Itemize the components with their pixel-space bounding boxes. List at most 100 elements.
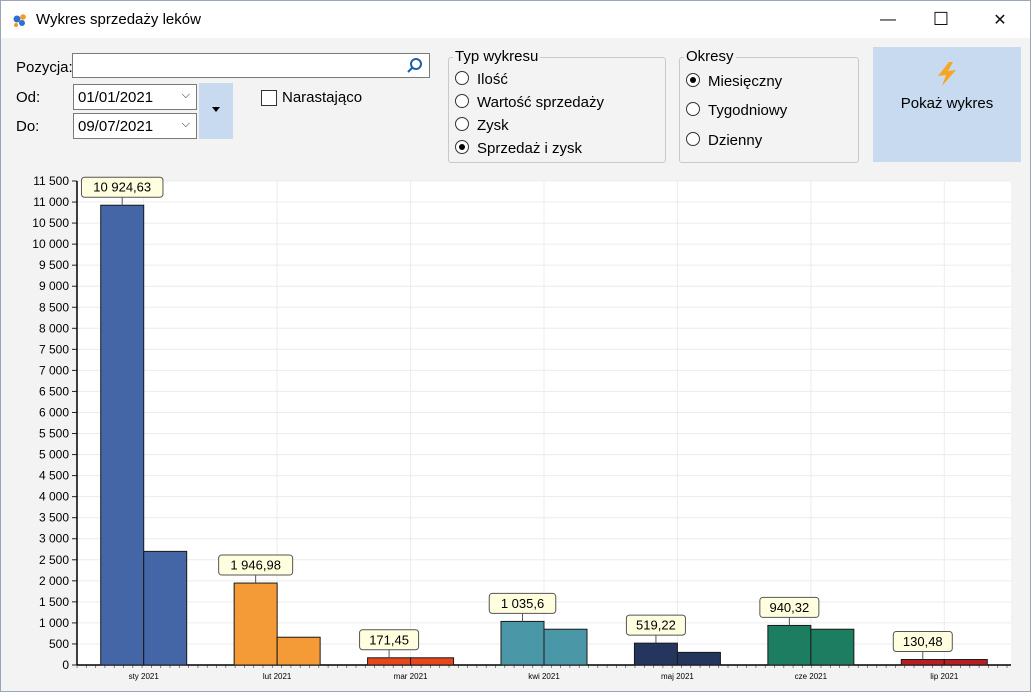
data-label-box [359, 629, 420, 651]
bar-profit [543, 628, 588, 666]
pharmacy-app-icon [13, 14, 26, 27]
y-tick-label: 6 000 [39, 405, 69, 419]
bar-profit [410, 657, 455, 666]
minimize-icon: — [880, 10, 896, 28]
data-label: 171,45 [369, 632, 409, 647]
show-chart-button-label: Pokaż wykres [900, 95, 994, 112]
radio-quantity-label: Ilość [477, 71, 508, 88]
y-tick-label: 5 500 [39, 427, 69, 441]
data-label: 10 924,63 [93, 180, 151, 195]
close-icon: ✕ [993, 11, 1007, 29]
radio-sales-value[interactable] [455, 94, 469, 108]
y-tick-label: 2 500 [39, 553, 69, 567]
radio-monthly-label: Miesięczny [708, 73, 783, 90]
position-label: Pozycja: [16, 59, 73, 76]
radio-daily-label: Dzienny [708, 132, 763, 149]
chevron-down-icon[interactable]: ⌵ [181, 89, 190, 101]
y-tick-label: 2 000 [39, 574, 69, 588]
to-label: Do: [16, 118, 40, 135]
position-search-input[interactable] [72, 53, 430, 78]
period-group [679, 57, 859, 163]
x-tick-label: lip 2021 [930, 672, 959, 681]
y-tick-label: 9 500 [39, 258, 69, 272]
x-tick-label: kwi 2021 [528, 672, 560, 681]
bar-sales [900, 659, 945, 666]
data-label-box [218, 554, 294, 576]
maximize-icon: ☐ [932, 9, 950, 29]
data-label: 519,22 [636, 618, 676, 633]
from-date-field[interactable]: 01/01/2021 ⌵ [73, 84, 197, 110]
to-date-field[interactable]: 09/07/2021 ⌵ [73, 113, 197, 139]
close-button[interactable]: ✕ [977, 1, 1023, 38]
y-tick-label: 3 500 [39, 511, 69, 525]
bar-sales [233, 582, 278, 666]
radio-sales-value-label: Wartość sprzedaży [477, 94, 604, 111]
y-tick-label: 8 000 [39, 321, 69, 335]
y-tick-label: 11 000 [33, 195, 69, 209]
radio-weekly-label: Tygodniowy [708, 102, 788, 119]
radio-quantity[interactable] [455, 71, 469, 85]
data-label-box [488, 592, 557, 614]
bar-profit [676, 651, 721, 666]
minimize-button[interactable]: — [865, 1, 911, 38]
x-tick-label: maj 2021 [661, 672, 694, 681]
radio-weekly[interactable] [686, 102, 700, 116]
x-tick-label: mar 2021 [394, 672, 428, 681]
radio-profit[interactable] [455, 117, 469, 131]
window-title: Wykres sprzedaży leków [36, 11, 201, 28]
x-tick-label: cze 2021 [795, 672, 828, 681]
bar-profit [143, 550, 188, 666]
bar-sales [367, 657, 412, 666]
sales-bar-chart: 0 500 1 000 1 500 2 000 2 500 3 000 3 500 4 000 4… [32, 174, 1011, 681]
y-tick-label: 6 500 [39, 384, 69, 398]
cumulative-label: Narastająco [282, 89, 363, 106]
maximize-button[interactable]: ☐ [918, 1, 964, 38]
y-tick-label: 8 500 [39, 300, 69, 314]
radio-sales-and-profit-label: Sprzedaż i zysk [477, 140, 583, 157]
y-tick-label: 0 [62, 658, 69, 672]
radio-sales-and-profit[interactable] [455, 140, 469, 154]
data-label: 1 035,6 [501, 596, 544, 611]
data-label-box [625, 614, 686, 636]
y-tick-label: 5 000 [39, 448, 69, 462]
x-tick-label: sty 2021 [129, 672, 160, 681]
data-label-box [759, 596, 820, 618]
bar-profit [943, 659, 988, 666]
data-label-box [80, 176, 164, 198]
y-tick-label: 500 [49, 637, 69, 651]
search-icon[interactable] [406, 57, 423, 74]
y-tick-label: 11 500 [33, 174, 69, 188]
lightning-icon [938, 62, 956, 86]
y-tick-label: 1 500 [39, 595, 69, 609]
show-chart-button[interactable]: Pokaż wykres [873, 47, 1021, 162]
radio-daily[interactable] [686, 132, 700, 146]
y-tick-label: 9 000 [39, 279, 69, 293]
y-tick-label: 7 000 [39, 363, 69, 377]
y-tick-label: 1 000 [39, 616, 69, 630]
data-label: 1 946,98 [230, 558, 281, 573]
y-tick-label: 10 500 [32, 216, 69, 230]
data-label-box [892, 631, 953, 653]
bar-sales [500, 620, 545, 666]
chart-type-group-title: Typ wykresu [453, 48, 541, 65]
bar-sales [767, 624, 812, 666]
chevron-down-icon[interactable]: ⌵ [181, 118, 190, 130]
radio-monthly[interactable] [686, 73, 700, 87]
from-label: Od: [16, 89, 41, 106]
radio-profit-label: Zysk [477, 117, 509, 134]
y-tick-label: 3 000 [39, 532, 69, 546]
cumulative-checkbox[interactable] [261, 90, 277, 106]
date-range-dropdown-button[interactable] [199, 83, 233, 139]
x-tick-label: lut 2021 [263, 672, 292, 681]
bar-sales [633, 642, 678, 666]
data-label: 130,48 [903, 634, 943, 649]
y-tick-label: 4 000 [39, 490, 69, 504]
y-tick-label: 7 500 [39, 342, 69, 356]
bar-sales [100, 204, 145, 666]
chart-type-group [448, 57, 666, 163]
title-bar: Wykres sprzedaży leków — ☐ ✕ [1, 1, 1030, 38]
period-group-title: Okresy [684, 48, 736, 65]
y-tick-label: 4 500 [39, 469, 69, 483]
caret-down-icon [212, 107, 220, 112]
